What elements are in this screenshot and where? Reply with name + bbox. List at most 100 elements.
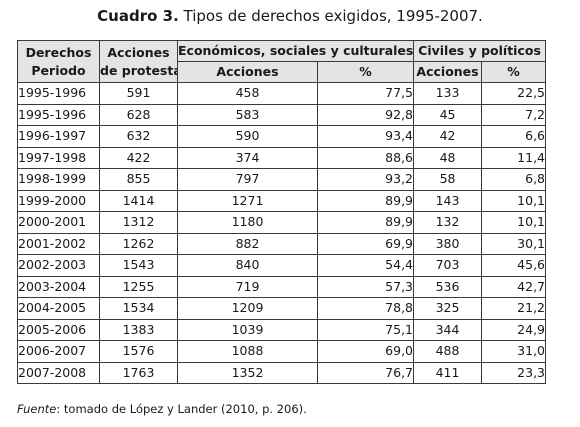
cell-eco-pct: 92,8	[316, 103, 415, 126]
cell-civ-pct: 11,4	[481, 146, 547, 169]
cell-eco-pct: 78,8	[316, 297, 415, 320]
cell-periodo: 1996-1997	[17, 125, 100, 148]
cell-acciones-protesta: 1576	[99, 340, 178, 363]
cell-acciones-protesta: 1534	[99, 297, 178, 320]
cell-eco-acciones: 1352	[177, 361, 318, 384]
cell-civ-acciones: 42	[413, 125, 483, 148]
cell-civ-acciones: 45	[413, 103, 483, 126]
header-group-civiles: Civiles y políticos	[413, 40, 547, 62]
cell-eco-acciones: 583	[177, 103, 318, 126]
cell-acciones-protesta: 1312	[99, 211, 178, 234]
cell-eco-pct: 89,9	[316, 189, 415, 212]
subheader-eco-pct: %	[316, 61, 415, 83]
cell-periodo: 2003-2004	[17, 275, 100, 298]
cell-civ-acciones: 411	[413, 361, 483, 384]
cell-civ-pct: 23,3	[481, 361, 547, 384]
cell-eco-acciones: 1271	[177, 189, 318, 212]
cell-periodo: 2005-2006	[17, 318, 100, 341]
cell-eco-acciones: 1209	[177, 297, 318, 320]
cell-civ-pct: 6,8	[481, 168, 547, 191]
header-derechos-periodo: Derechos Periodo	[17, 40, 100, 83]
caption-text: Tipos de derechos exigidos, 1995-2007.	[183, 7, 483, 25]
cell-eco-pct: 69,0	[316, 340, 415, 363]
cell-civ-pct: 6,6	[481, 125, 547, 148]
table-row: 2004-2005 1534 1209 78,8 325 21,2	[17, 297, 547, 320]
cell-eco-pct: 76,7	[316, 361, 415, 384]
cell-civ-pct: 10,1	[481, 189, 547, 212]
cell-civ-pct: 10,1	[481, 211, 547, 234]
table-row: 2001-2002 1262 882 69,9 380 30,1	[17, 232, 547, 255]
source-label: Fuente	[17, 402, 57, 416]
cell-eco-pct: 88,6	[316, 146, 415, 169]
cell-eco-acciones: 797	[177, 168, 318, 191]
table-caption: Cuadro 3. Tipos de derechos exigidos, 19…	[0, 7, 580, 25]
cell-civ-pct: 22,5	[481, 82, 547, 105]
cell-civ-acciones: 344	[413, 318, 483, 341]
table-row: 2005-2006 1383 1039 75,1 344 24,9	[17, 318, 547, 341]
cell-periodo: 1997-1998	[17, 146, 100, 169]
cell-acciones-protesta: 1383	[99, 318, 178, 341]
table-row: 1996-1997 632 590 93,4 42 6,6	[17, 125, 547, 148]
header-acciones-line1: Acciones	[107, 44, 170, 60]
cell-eco-pct: 93,2	[316, 168, 415, 191]
cell-acciones-protesta: 855	[99, 168, 178, 191]
cell-eco-acciones: 840	[177, 254, 318, 277]
cell-eco-acciones: 1088	[177, 340, 318, 363]
cell-eco-pct: 93,4	[316, 125, 415, 148]
cell-eco-pct: 57,3	[316, 275, 415, 298]
source-text: : tomado de López y Lander (2010, p. 206…	[56, 402, 307, 416]
table-row: 2002-2003 1543 840 54,4 703 45,6	[17, 254, 547, 277]
table-row: 2000-2001 1312 1180 89,9 132 10,1	[17, 211, 547, 234]
table-row: 1998-1999 855 797 93,2 58 6,8	[17, 168, 547, 191]
cell-acciones-protesta: 1543	[99, 254, 178, 277]
cell-periodo: 1995-1996	[17, 82, 100, 105]
header-periodo: Periodo	[31, 62, 86, 78]
rights-table: Derechos Periodo Acciones de protesta Ec…	[17, 40, 547, 384]
table-row: 2007-2008 1763 1352 76,7 411 23,3	[17, 361, 547, 384]
cell-periodo: 2007-2008	[17, 361, 100, 384]
cell-periodo: 2002-2003	[17, 254, 100, 277]
cell-periodo: 1999-2000	[17, 189, 100, 212]
table-row: 1995-1996 591 458 77,5 133 22,5	[17, 82, 547, 105]
cell-eco-acciones: 882	[177, 232, 318, 255]
cell-acciones-protesta: 591	[99, 82, 178, 105]
cell-eco-pct: 75,1	[316, 318, 415, 341]
cell-civ-acciones: 536	[413, 275, 483, 298]
cell-acciones-protesta: 1255	[99, 275, 178, 298]
cell-periodo: 2006-2007	[17, 340, 100, 363]
cell-eco-pct: 69,9	[316, 232, 415, 255]
table-row: 1999-2000 1414 1271 89,9 143 10,1	[17, 189, 547, 212]
cell-civ-acciones: 380	[413, 232, 483, 255]
cell-eco-pct: 77,5	[316, 82, 415, 105]
cell-civ-pct: 31,0	[481, 340, 547, 363]
cell-civ-acciones: 132	[413, 211, 483, 234]
cell-eco-pct: 89,9	[316, 211, 415, 234]
cell-eco-acciones: 458	[177, 82, 318, 105]
source-note: Fuente: tomado de López y Lander (2010, …	[17, 402, 307, 416]
cell-civ-acciones: 58	[413, 168, 483, 191]
cell-acciones-protesta: 632	[99, 125, 178, 148]
cell-civ-pct: 45,6	[481, 254, 547, 277]
cell-civ-acciones: 133	[413, 82, 483, 105]
cell-periodo: 2000-2001	[17, 211, 100, 234]
cell-periodo: 1995-1996	[17, 103, 100, 126]
table-row: 2003-2004 1255 719 57,3 536 42,7	[17, 275, 547, 298]
subheader-civ-acciones: Acciones	[413, 61, 483, 83]
cell-eco-acciones: 1039	[177, 318, 318, 341]
cell-eco-acciones: 590	[177, 125, 318, 148]
cell-civ-acciones: 325	[413, 297, 483, 320]
header-acciones-line2: de protesta	[100, 62, 178, 78]
subheader-eco-acciones: Acciones	[177, 61, 318, 83]
cell-civ-acciones: 488	[413, 340, 483, 363]
table-body: 1995-1996 591 458 77,5 133 22,5 1995-1996 628 58…	[17, 82, 547, 384]
table-row: 1997-1998 422 374 88,6 48 11,4	[17, 146, 547, 169]
cell-periodo: 2004-2005	[17, 297, 100, 320]
cell-acciones-protesta: 1414	[99, 189, 178, 212]
cell-eco-acciones: 1180	[177, 211, 318, 234]
cell-civ-pct: 7,2	[481, 103, 547, 126]
header-acciones-protesta: Acciones de protesta	[99, 40, 178, 83]
cell-civ-acciones: 143	[413, 189, 483, 212]
cell-acciones-protesta: 1262	[99, 232, 178, 255]
header-group-economicos: Económicos, sociales y culturales	[176, 40, 415, 62]
cell-civ-pct: 21,2	[481, 297, 547, 320]
